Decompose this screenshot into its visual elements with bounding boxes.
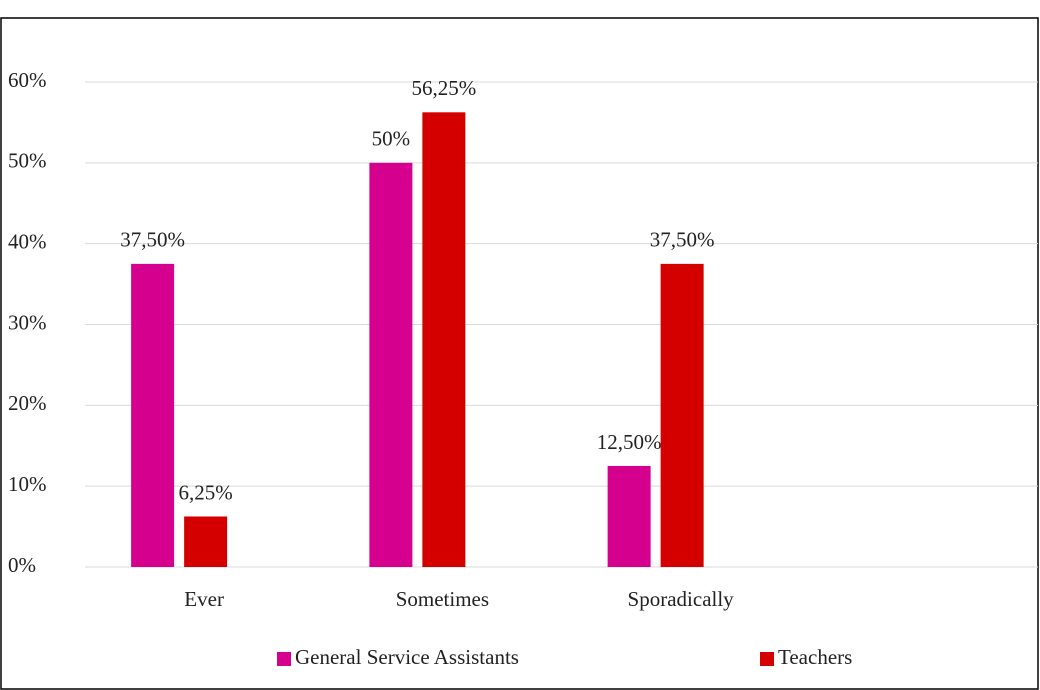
y-tick-label: 60%: [8, 68, 47, 92]
legend-swatch: [277, 652, 291, 666]
chart-border: [0, 17, 1039, 690]
data-label: 37,50%: [650, 228, 715, 252]
y-tick-label: 30%: [8, 310, 47, 334]
y-tick-label: 50%: [8, 149, 47, 173]
x-tick-label: Sporadically: [628, 587, 735, 611]
bar: [607, 465, 651, 567]
bar: [422, 112, 466, 567]
bar: [660, 263, 704, 567]
data-label: 6,25%: [179, 480, 233, 504]
y-tick-label: 20%: [8, 391, 47, 415]
data-label: 37,50%: [120, 228, 185, 252]
y-tick-label: 10%: [8, 472, 47, 496]
bar: [131, 263, 175, 567]
legend-label: Teachers: [778, 645, 852, 669]
bar: [184, 516, 228, 567]
data-label: 50%: [372, 127, 411, 151]
x-tick-label: Sometimes: [396, 587, 489, 611]
y-tick-label: 40%: [8, 229, 47, 253]
x-tick-label: Ever: [184, 587, 224, 611]
data-label: 56,25%: [412, 76, 477, 100]
legend-swatch: [760, 652, 774, 666]
data-label: 12,50%: [597, 430, 662, 454]
y-tick-label: 0%: [8, 553, 36, 577]
bar: [369, 162, 413, 568]
legend-label: General Service Assistants: [295, 645, 519, 669]
